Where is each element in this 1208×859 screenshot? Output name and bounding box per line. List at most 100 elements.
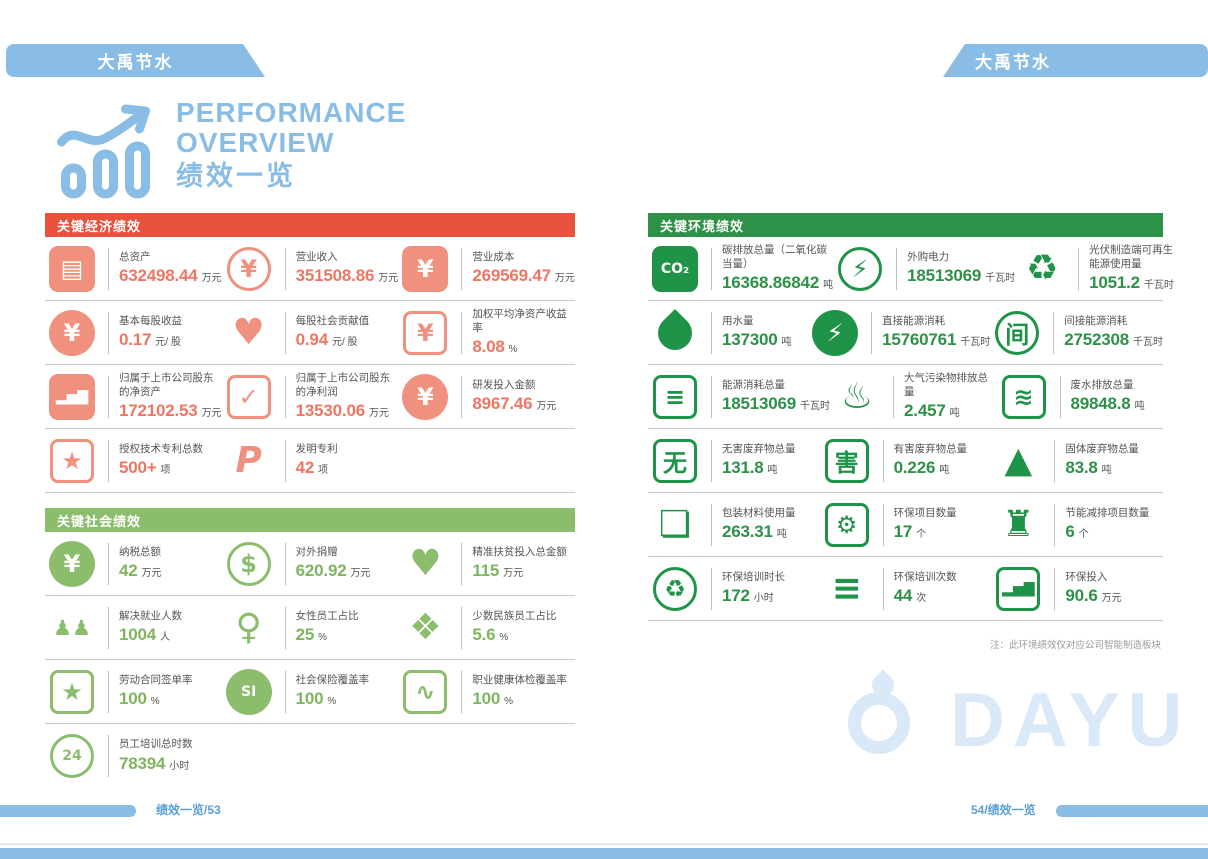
metric-value: 5.6: [472, 625, 496, 645]
metric-unit: 吨: [949, 407, 960, 419]
metric-label: 对外捐赠: [295, 545, 338, 558]
metric-unit: 万元: [536, 401, 557, 413]
metric-unit: 吨: [939, 465, 950, 477]
metric-value: 632498.44: [119, 266, 198, 286]
metric-card: ♟♟ 解决就业人数 1004 人: [45, 596, 222, 659]
metric-unit: 万元: [201, 407, 222, 419]
metric-label: 解决就业人数: [119, 609, 182, 622]
metric-unit: 万元: [350, 568, 371, 580]
metric-unit: 吨: [767, 465, 778, 477]
metric-label: 女性员工占比: [295, 609, 359, 622]
metric-unit: 千瓦时: [800, 401, 831, 413]
metric-card: $ 对外捐赠 620.92 万元: [222, 532, 399, 595]
metric-unit: 吨: [1101, 465, 1112, 477]
harmless-waste-icon: 无: [653, 438, 697, 483]
metric-card: ♥ 精准扶贫投入总金额 115 万元: [398, 532, 575, 595]
harmful-waste-icon: 害: [824, 438, 869, 483]
metric-label: 职业健康体检覆盖率: [472, 673, 567, 686]
metric-label: 纳税总额: [119, 545, 161, 558]
metric-card: ♻ 环保培训时长 172 小时: [648, 557, 820, 620]
metric-unit: 万元: [141, 568, 162, 580]
metric-value: 78394: [119, 753, 166, 773]
metric-value: 1004: [119, 625, 157, 645]
metric-value: 44: [893, 586, 913, 606]
metric-value: 25: [295, 625, 315, 645]
metric-card: ⚡ 直接能源消耗 15760761 千瓦时: [808, 301, 990, 364]
direct-energy-icon: ⚡: [812, 309, 859, 356]
metric-value: 2752308: [1064, 330, 1129, 350]
metric-label: 员工培训总时数: [119, 738, 193, 751]
metric-unit: 吨: [776, 529, 787, 541]
metric-label: 营业成本: [472, 250, 515, 263]
metric-row: ¥ 基本每股收益 0.17 元/ 股 ♥ 每股社会贡献值 0.94 元/ 股 ¥ 加权平均净资产收…: [45, 301, 575, 365]
minority-pattern-icon: ❖: [409, 607, 442, 648]
metric-card: ¥ 营业成本 269569.47 万元: [398, 237, 575, 300]
page-number-left: 绩效一览/53: [156, 803, 221, 817]
metric-row: ♟♟ 解决就业人数 1004 人 ♀ 女性员工占比 25% ❖ 少数民族员工占比 5.6%: [45, 596, 575, 660]
metric-unit: 吨: [781, 337, 792, 349]
metric-card: ¥ 加权平均净资产收益率 8.08%: [398, 301, 575, 364]
metric-value: 18513069: [722, 394, 797, 414]
poverty-heart-icon: ♥: [409, 543, 442, 584]
energy-receipt-icon: ≡: [653, 374, 697, 419]
renewable-recycle-icon: ♻: [1025, 248, 1059, 289]
metric-card: 24 员工培训总时数 78394 小时: [45, 724, 222, 788]
metric-value: 115: [472, 561, 500, 581]
metric-unit: 吨: [823, 279, 834, 291]
metric-row: ★ 劳动合同签单率 100% SI 社会保险覆盖率 100% ∿ 职业健康体检覆盖率 100%: [45, 660, 575, 724]
page-title: PERFORMANCE OVERVIEW 绩效一览: [176, 97, 407, 202]
metric-row: ♻ 环保培训时长 172 小时 ≡ 环保培训次数 44 次 ▂▅▇ 环保投入 90.6 万元: [648, 557, 1163, 621]
metric-label: 废水排放总量: [1070, 378, 1134, 391]
metric-unit: %: [327, 696, 337, 708]
title-en-line1: PERFORMANCE: [176, 97, 407, 128]
company-name: 大禹节水: [975, 53, 1051, 72]
metric-row: ¥ 纳税总额 42 万元 $ 对外捐赠 620.92 万元 ♥ 精准扶贫投入总金额 115 万元: [45, 532, 575, 596]
wastewater-icon: ≋: [1001, 374, 1046, 419]
metric-value: 500+: [119, 458, 157, 478]
metric-card: 用水量 137300 吨: [648, 301, 808, 364]
dayu-wordmark: DAYU: [950, 677, 1191, 763]
metric-label: 每股社会贡献值: [295, 314, 370, 327]
metric-value: 17: [893, 522, 913, 542]
metric-unit: 吨: [1134, 401, 1145, 413]
metric-card: ¥ 营业收入 351508.86 万元: [222, 237, 399, 300]
metric-unit: 个: [916, 529, 927, 541]
metric-card: ♨ 大气污染物排放总量 2.457 吨: [830, 365, 996, 428]
metric-unit: 小时: [753, 593, 774, 605]
metric-unit: 万元: [378, 273, 399, 285]
yuan-card-icon: ¥: [403, 310, 448, 355]
metric-label: 社会保险覆盖率: [295, 673, 370, 686]
metric-card: ≡ 能源消耗总量 18513069 千瓦时: [648, 365, 830, 428]
section-header-economic: 关键经济绩效: [45, 213, 575, 237]
si-shield-icon: SI: [225, 668, 272, 715]
metric-card: ≋ 废水排放总量 89848.8 吨: [997, 365, 1163, 428]
metric-card: ❏ 包装材料使用量 263.31 吨: [648, 493, 820, 556]
metric-unit: 万元: [201, 273, 222, 285]
metric-label: 基本每股收益: [119, 314, 182, 327]
metric-value: 100: [295, 689, 324, 709]
metric-card: ▤ 总资产 632498.44 万元: [45, 237, 222, 300]
wallet-icon: ▤: [49, 245, 95, 292]
metric-unit: 千瓦时: [1133, 337, 1163, 349]
metric-card: ▂▅▇ 环保投入 90.6 万元: [991, 557, 1163, 620]
metric-value: 2.457: [904, 400, 946, 420]
metric-unit: 千瓦时: [1143, 279, 1174, 291]
piggy-bank-icon: ¥: [226, 246, 271, 291]
solid-waste-icon: ▲: [1004, 440, 1033, 481]
metric-unit: %: [508, 343, 518, 355]
co2-cloud-icon: CO₂: [652, 245, 698, 292]
metric-unit: 项: [318, 465, 329, 477]
metric-card: ¥ 基本每股收益 0.17 元/ 股: [45, 301, 222, 364]
contract-star-icon: ★: [50, 669, 94, 714]
section-header-environment: 关键环境绩效: [648, 213, 1163, 237]
money-bag-icon: ¥: [49, 309, 95, 356]
metric-unit: %: [318, 632, 328, 644]
female-silhouette-icon: ♀: [235, 607, 262, 648]
page-edge-shadow: [0, 843, 1208, 845]
health-monitor-icon: ∿: [403, 669, 448, 714]
metric-label: 归属于上市公司股东的净利润: [295, 372, 391, 398]
metric-card: ♻ 光伏制造端可再生能源使用量 1051.2 千瓦时: [1015, 237, 1174, 300]
metric-unit: 千瓦时: [985, 273, 1016, 285]
metric-row: 24 员工培训总时数 78394 小时: [45, 724, 575, 788]
